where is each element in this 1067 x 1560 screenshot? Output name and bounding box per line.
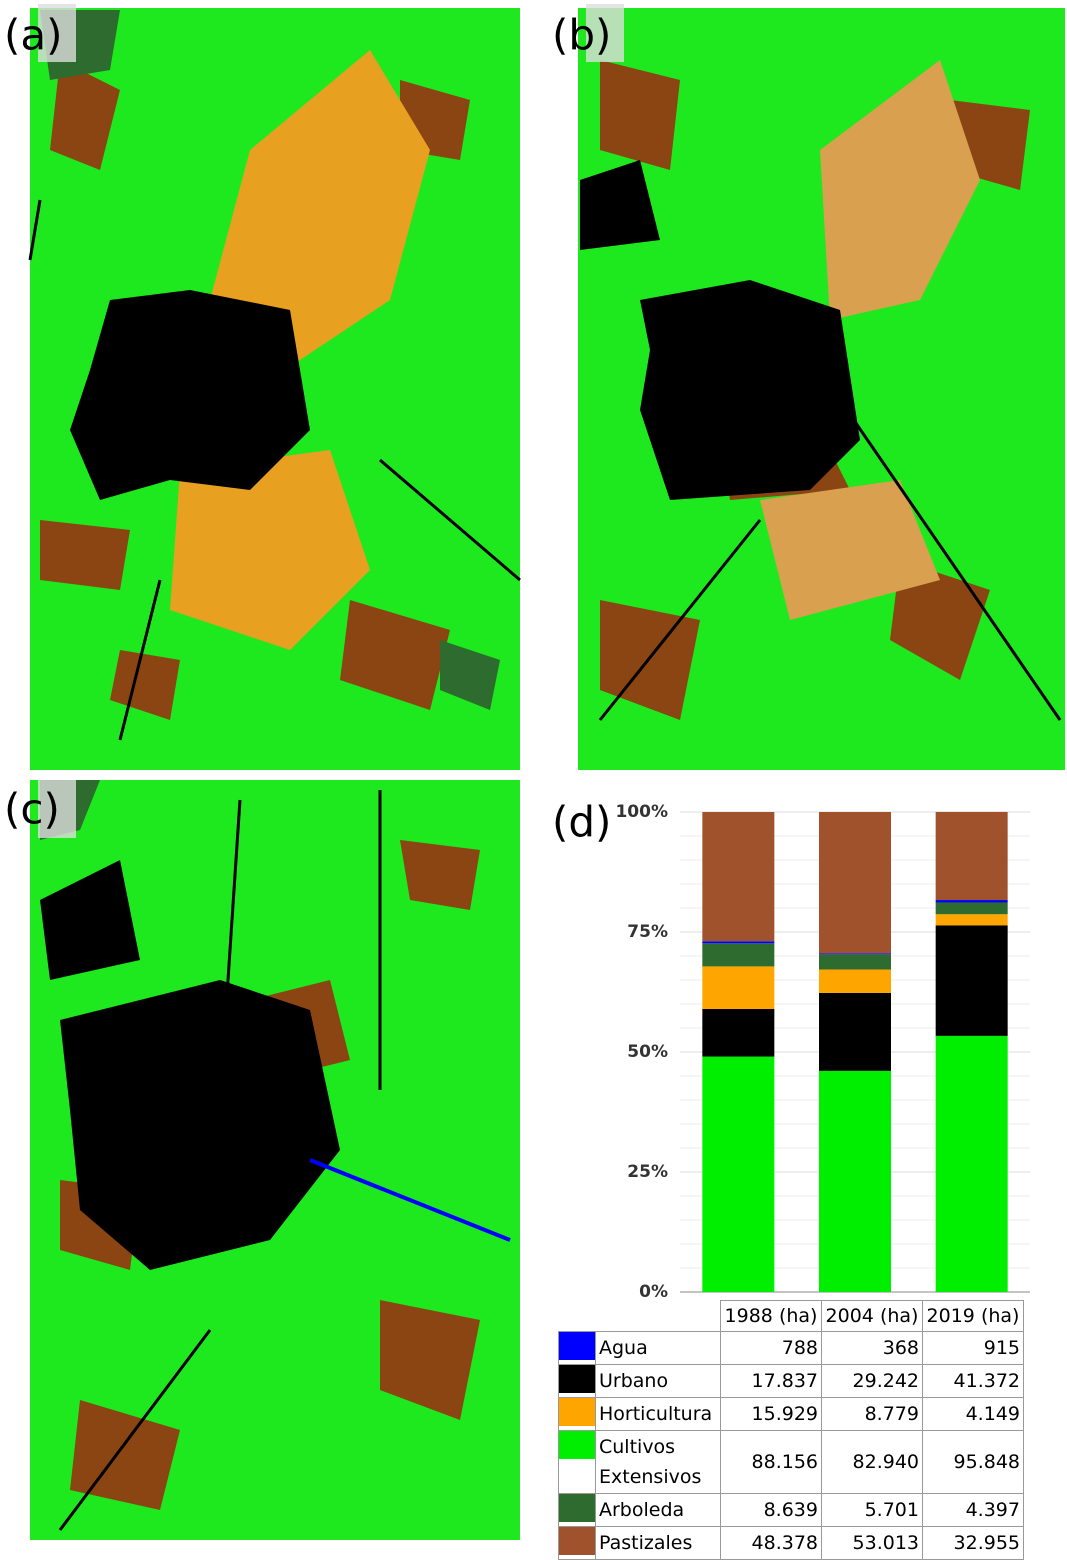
bar-segment bbox=[702, 943, 775, 967]
bar-segment bbox=[702, 941, 775, 944]
table-cell: 788 bbox=[720, 1331, 822, 1365]
row-label: Arboleda bbox=[595, 1493, 721, 1527]
row-label: Cultivos Extensivos bbox=[595, 1430, 721, 1494]
bar-segment bbox=[819, 992, 891, 1071]
table-cell: 17.837 bbox=[720, 1364, 822, 1398]
table-cell: 8.639 bbox=[720, 1493, 822, 1527]
map-c bbox=[30, 780, 520, 1540]
legend-swatch bbox=[558, 1493, 596, 1527]
table-cell: 368 bbox=[821, 1331, 923, 1365]
y-tick-label: 0% bbox=[639, 1282, 668, 1302]
y-tick-label: 100% bbox=[615, 802, 668, 822]
legend-swatch bbox=[558, 1430, 596, 1494]
column-header: 2004 (ha) bbox=[821, 1300, 923, 1332]
blank-cell bbox=[559, 1301, 721, 1332]
bar-segment bbox=[935, 914, 1008, 926]
legend-swatch bbox=[558, 1331, 596, 1365]
bar-segment bbox=[935, 1035, 1008, 1292]
panel-label: (d) bbox=[552, 798, 611, 847]
row-label: Horticultura bbox=[595, 1397, 721, 1431]
table-cell: 5.701 bbox=[821, 1493, 923, 1527]
table-row: Agua 788 368 915 bbox=[558, 1331, 1024, 1365]
table-cell: 915 bbox=[922, 1331, 1024, 1365]
row-label: Urbano bbox=[595, 1364, 721, 1398]
table-row: Cultivos Extensivos 88.156 82.940 95.848 bbox=[558, 1430, 1024, 1494]
table-row: Arboleda 8.639 5.701 4.397 bbox=[558, 1493, 1024, 1527]
table-cell: 15.929 bbox=[720, 1397, 822, 1431]
legend-swatch bbox=[558, 1397, 596, 1431]
bar-segment bbox=[819, 1070, 891, 1292]
bar-segment bbox=[702, 966, 775, 1009]
row-label: Pastizales bbox=[595, 1526, 721, 1560]
y-tick-label: 50% bbox=[627, 1042, 668, 1062]
table-cell: 95.848 bbox=[922, 1430, 1024, 1494]
legend-swatch bbox=[558, 1526, 596, 1560]
column-header: 1988 (ha) bbox=[720, 1300, 822, 1332]
table-cell: 4.149 bbox=[922, 1397, 1024, 1431]
table-cell: 53.013 bbox=[821, 1526, 923, 1560]
bar-segment bbox=[702, 1056, 775, 1292]
bar-segment bbox=[702, 1008, 775, 1057]
table-cell: 48.378 bbox=[720, 1526, 822, 1560]
table-row: Pastizales 48.378 53.013 32.955 bbox=[558, 1526, 1024, 1560]
y-tick-label: 25% bbox=[627, 1162, 668, 1182]
table-cell: 88.156 bbox=[720, 1430, 822, 1494]
table-row: Horticultura 15.929 8.779 4.149 bbox=[558, 1397, 1024, 1431]
bar-segment bbox=[819, 969, 891, 993]
table-cell: 29.242 bbox=[821, 1364, 923, 1398]
panel-label: (a) bbox=[4, 11, 63, 60]
panel-label-bgs bbox=[38, 4, 624, 838]
bar-segment bbox=[935, 900, 1008, 903]
data-table: 1988 (ha) 2004 (ha) 2019 (ha) Agua 788 368 915… bbox=[558, 1300, 1024, 1560]
map-b bbox=[578, 8, 1065, 770]
table-cell: 32.955 bbox=[922, 1526, 1024, 1560]
bar-segment bbox=[935, 902, 1008, 915]
bar-segment bbox=[819, 953, 891, 955]
header-row: 1988 (ha) 2004 (ha) 2019 (ha) bbox=[559, 1300, 1024, 1332]
map-a bbox=[28, 8, 521, 770]
panel-label: (b) bbox=[552, 11, 611, 60]
column-header: 2019 (ha) bbox=[922, 1300, 1024, 1332]
table-cell: 41.372 bbox=[922, 1364, 1024, 1398]
bar-segment bbox=[819, 812, 891, 954]
table-cell: 4.397 bbox=[922, 1493, 1024, 1527]
stacked-bar-chart: 0% 25% 50% 75% 100% bbox=[615, 802, 1030, 1302]
table-cell: 8.779 bbox=[821, 1397, 923, 1431]
table-cell: 82.940 bbox=[821, 1430, 923, 1494]
row-label: Agua bbox=[595, 1331, 721, 1365]
bar-segment bbox=[702, 812, 775, 942]
bar-segment bbox=[935, 925, 1008, 1036]
table-row: Urbano 17.837 29.242 41.372 bbox=[558, 1364, 1024, 1398]
panel-label: (c) bbox=[4, 785, 60, 834]
y-tick-label: 75% bbox=[627, 922, 668, 942]
bar-segment bbox=[935, 811, 1008, 901]
legend-swatch bbox=[558, 1364, 596, 1398]
bar-segment bbox=[819, 954, 891, 970]
